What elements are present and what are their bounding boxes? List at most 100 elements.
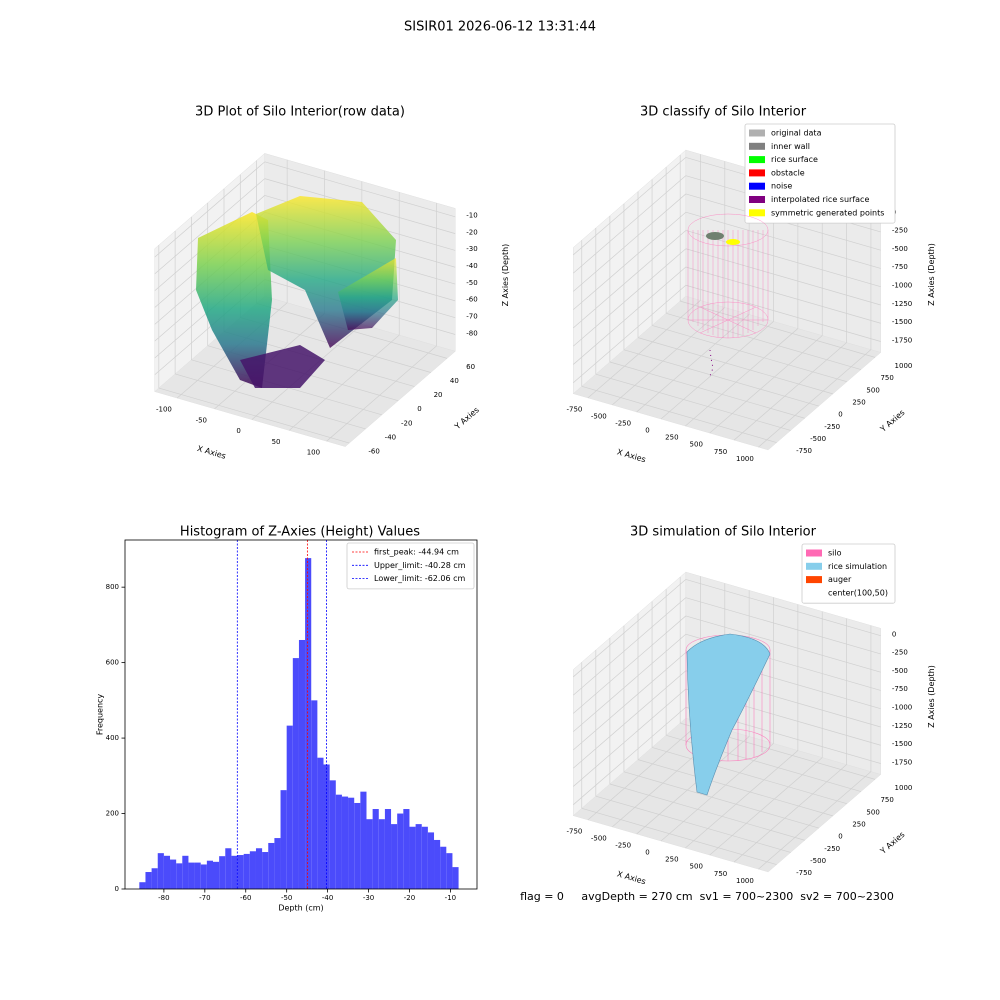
grid-line bbox=[637, 337, 833, 395]
panel-2: 3D classify of Silo Interior -750 -500 -250… bbox=[566, 105, 936, 465]
bar bbox=[292, 658, 299, 889]
y-tick-label: 20 bbox=[434, 391, 443, 399]
y-tick-label: -500 bbox=[810, 857, 826, 865]
x-tick-label: 0 bbox=[236, 427, 240, 435]
x-tick-label: -10 bbox=[445, 894, 456, 902]
point-cloud bbox=[196, 212, 272, 388]
rice-surface-points bbox=[706, 232, 724, 240]
grid-line bbox=[685, 597, 881, 655]
y-axis-label: Y Axies bbox=[878, 408, 907, 434]
grid-line bbox=[623, 771, 819, 829]
y-tick-label: 250 bbox=[852, 399, 865, 407]
bar bbox=[200, 864, 207, 889]
panel-title: 3D simulation of Silo Interior bbox=[630, 525, 817, 540]
z-tick-label: -250 bbox=[892, 227, 908, 235]
bar bbox=[286, 725, 293, 889]
z-tick-label: -1000 bbox=[892, 281, 912, 289]
bar bbox=[335, 794, 342, 889]
legend-swatch bbox=[749, 129, 765, 137]
x-tick-label: -750 bbox=[566, 828, 582, 836]
bar bbox=[434, 839, 441, 889]
bar bbox=[268, 842, 275, 889]
bar bbox=[452, 867, 459, 889]
z-tick-label: -500 bbox=[892, 667, 908, 675]
y-tick-label: -750 bbox=[796, 869, 812, 877]
z-tick-label: -40 bbox=[466, 262, 477, 270]
panel-4: 3D simulation of Silo Interior -750 -500 -2… bbox=[566, 525, 936, 887]
legend-swatch bbox=[749, 169, 765, 177]
generated-points bbox=[726, 239, 740, 245]
grid-line bbox=[612, 307, 726, 406]
bar bbox=[151, 868, 158, 889]
bar bbox=[182, 855, 189, 889]
bar bbox=[262, 852, 269, 889]
z-axis-label: Z Axies (Depth) bbox=[501, 244, 510, 307]
z-tick-label: -10 bbox=[466, 212, 477, 220]
panel-title: 3D classify of Silo Interior bbox=[640, 105, 807, 120]
legend-swatch bbox=[749, 142, 765, 150]
grid-line bbox=[623, 349, 819, 407]
grid-line bbox=[573, 688, 687, 787]
legend-swatch bbox=[749, 182, 765, 190]
bar bbox=[170, 859, 177, 889]
bar bbox=[243, 853, 250, 889]
legend-label: first_peak: -44.94 cm bbox=[374, 548, 459, 557]
y-tick-label: 400 bbox=[106, 734, 119, 742]
grid-line bbox=[636, 736, 750, 835]
legend-label: Lower_limit: -62.06 cm bbox=[374, 574, 466, 583]
y-tick-label: 0 bbox=[417, 405, 421, 413]
grid-line bbox=[685, 248, 881, 306]
bar bbox=[145, 872, 152, 889]
bar bbox=[206, 860, 213, 889]
y-tick-label: -40 bbox=[385, 433, 396, 441]
grid-line bbox=[573, 579, 687, 678]
legend-label: center(100,50) bbox=[828, 588, 888, 597]
silo-wireframe bbox=[687, 213, 769, 339]
x-tick-label: 750 bbox=[714, 870, 727, 878]
grid-line bbox=[685, 750, 799, 849]
plot-frame bbox=[124, 539, 478, 890]
bar bbox=[366, 819, 373, 889]
z-tick-label: -60 bbox=[466, 296, 477, 304]
y-tick-label: 500 bbox=[866, 808, 879, 816]
y-tick-label: 0 bbox=[115, 885, 119, 893]
bar bbox=[225, 848, 232, 889]
grid-line bbox=[288, 334, 400, 431]
bar bbox=[397, 813, 404, 889]
grid-line bbox=[666, 312, 862, 370]
bar bbox=[219, 856, 226, 889]
grid-line bbox=[573, 707, 687, 805]
grid-line bbox=[636, 314, 750, 413]
x-axis-label: Depth (cm) bbox=[278, 904, 323, 913]
z-tick-label: -70 bbox=[466, 312, 477, 320]
bar bbox=[280, 790, 287, 889]
bar bbox=[213, 861, 220, 889]
y-tick-label: 1000 bbox=[895, 784, 913, 792]
z-tick-label: -500 bbox=[892, 245, 908, 253]
bar bbox=[446, 853, 453, 889]
grid-line bbox=[685, 328, 799, 427]
x-tick-label: -50 bbox=[281, 894, 292, 902]
x-tick-label: -40 bbox=[322, 894, 333, 902]
legend-label: original data bbox=[771, 129, 822, 138]
grid-line bbox=[175, 373, 366, 430]
grid-line bbox=[680, 300, 876, 358]
bar bbox=[409, 826, 416, 889]
legend-swatch bbox=[806, 549, 822, 557]
grid-line bbox=[685, 284, 881, 342]
y-axis-label: Y Axies bbox=[452, 405, 481, 431]
x-axis-label: X Axies bbox=[616, 869, 647, 886]
y-tick-label: 750 bbox=[880, 796, 893, 804]
grid-line bbox=[733, 764, 847, 863]
x-tick-label: -80 bbox=[158, 894, 169, 902]
grid-line bbox=[637, 759, 833, 817]
bar bbox=[274, 838, 281, 889]
y-tick-label: 1000 bbox=[895, 362, 913, 370]
legend-swatch bbox=[806, 589, 822, 597]
z-tick-label: -1750 bbox=[892, 336, 912, 344]
grid-line bbox=[573, 633, 687, 732]
figure-title: SISIR01 2026-06-12 13:31:44 bbox=[404, 20, 596, 35]
legend-label: symmetric generated points bbox=[771, 208, 884, 217]
grid-line bbox=[573, 193, 687, 292]
